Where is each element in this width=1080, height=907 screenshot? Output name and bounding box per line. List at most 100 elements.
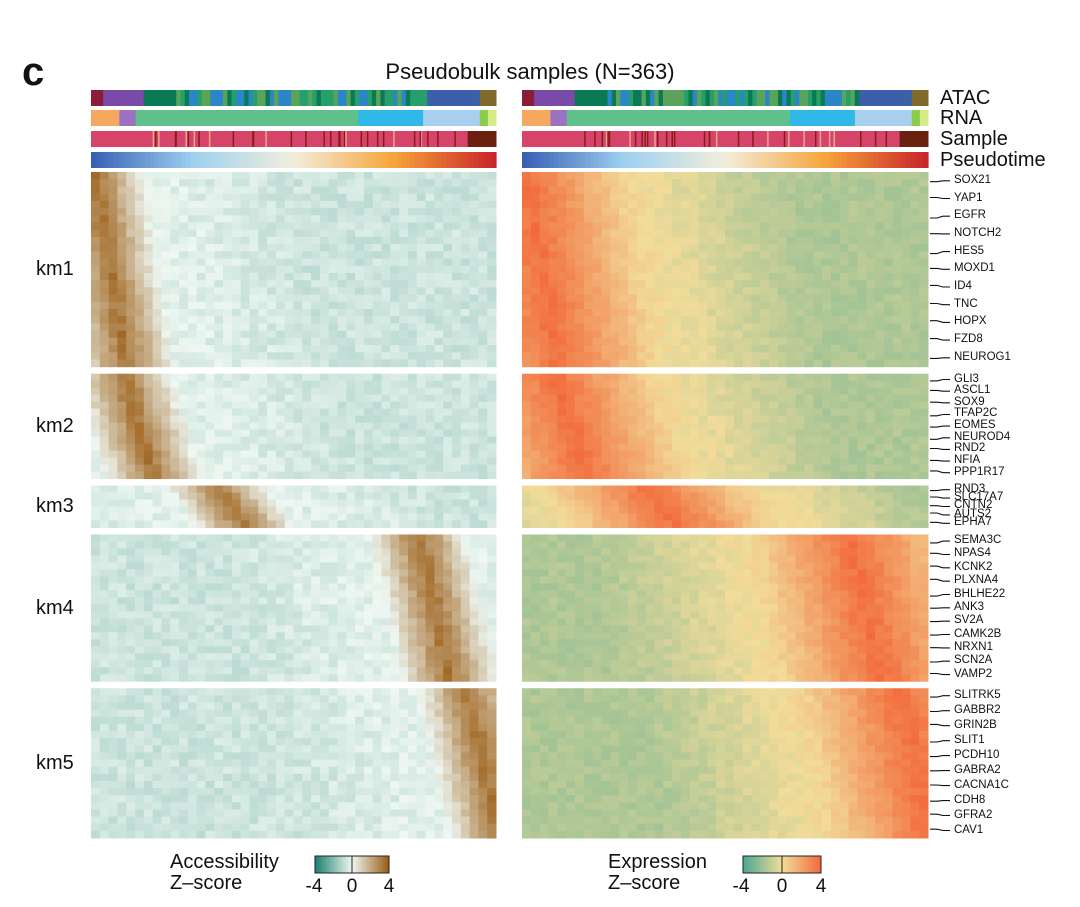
heatmap-cell	[108, 541, 118, 549]
heatmap-cell	[399, 646, 409, 654]
heatmap-cell	[231, 597, 242, 605]
heatmap-cell	[161, 555, 171, 563]
heatmap-cell	[161, 287, 171, 296]
heatmap-cell	[777, 222, 788, 231]
heatmap-cell	[108, 674, 118, 682]
heatmap-cell	[267, 272, 277, 281]
heatmap-cell	[689, 215, 700, 223]
heatmap-cell	[135, 513, 145, 521]
heatmap-cell	[196, 422, 206, 431]
heatmap-cell	[399, 229, 409, 238]
heatmap-cell	[249, 802, 259, 810]
heatmap-cell	[469, 506, 479, 514]
heatmap-cell	[117, 208, 127, 216]
heatmap-cell	[425, 611, 435, 619]
heatmap-cell	[161, 639, 171, 647]
heatmap-cell	[451, 443, 462, 452]
heatmap-cell	[363, 583, 374, 591]
heatmap-cell	[258, 653, 268, 661]
heatmap-cell	[170, 653, 180, 661]
heatmap-cell	[319, 208, 330, 216]
heatmap-cell	[319, 759, 330, 768]
heatmap-cell	[346, 450, 356, 459]
heatmap-cell	[487, 604, 497, 612]
heatmap-cell	[460, 464, 471, 473]
heatmap-cell	[275, 653, 286, 661]
heatmap-cell	[346, 352, 356, 360]
heatmap-cell	[434, 731, 444, 739]
heatmap-cell	[478, 244, 488, 252]
heatmap-cell	[416, 590, 427, 598]
heatmap-cell	[381, 258, 391, 267]
heatmap-cell	[311, 653, 321, 661]
track-cell	[718, 90, 724, 106]
pseudotime-cell	[743, 152, 749, 168]
heatmap-cell	[434, 639, 444, 647]
heatmap-cell	[293, 555, 303, 563]
heatmap-cell	[399, 541, 409, 549]
pseudotime-cell	[235, 152, 241, 168]
heatmap-cell	[249, 667, 259, 675]
heatmap-cell	[689, 200, 700, 209]
heatmap-cell	[381, 265, 391, 274]
heatmap-cell	[337, 660, 347, 668]
track-cell	[303, 90, 309, 106]
heatmap-cell	[478, 541, 488, 549]
heatmap-cell	[99, 422, 110, 431]
heatmap-cell	[293, 222, 303, 231]
heatmap-cell	[583, 215, 594, 223]
heatmap-cell	[187, 193, 198, 202]
heatmap-cell	[275, 506, 286, 514]
heatmap-cell	[293, 773, 303, 782]
heatmap-cell	[399, 597, 409, 605]
heatmap-cell	[179, 688, 189, 696]
heatmap-cell	[460, 323, 471, 332]
heatmap-cell	[346, 802, 356, 810]
pseudotime-cell	[109, 152, 115, 168]
heatmap-cell	[205, 387, 215, 396]
heatmap-cell	[258, 422, 268, 431]
heatmap-cell	[337, 823, 347, 832]
heatmap-cell	[530, 229, 541, 238]
heatmap-cell	[372, 611, 383, 619]
heatmap-cell	[311, 576, 321, 584]
heatmap-cell	[135, 667, 145, 675]
heatmap-cell	[813, 215, 823, 223]
heatmap-cell	[337, 294, 347, 303]
heatmap-cell	[434, 287, 444, 296]
heatmap-cell	[751, 236, 761, 245]
heatmap-cell	[478, 429, 488, 438]
heatmap-cell	[240, 809, 250, 818]
track-cell	[705, 90, 711, 106]
heatmap-cell	[152, 394, 162, 403]
track-cell	[767, 131, 769, 147]
heatmap-cell	[99, 394, 110, 403]
heatmap-cell	[425, 541, 435, 549]
heatmap-cell	[179, 716, 189, 725]
heatmap-cell	[425, 695, 435, 703]
heatmap-cell	[363, 667, 374, 675]
heatmap-cell	[487, 611, 497, 619]
heatmap-cell	[399, 316, 409, 324]
heatmap-cell	[205, 179, 215, 187]
heatmap-cell	[451, 569, 462, 577]
track-cell	[833, 90, 839, 106]
heatmap-cell	[293, 387, 303, 396]
heatmap-cell	[469, 457, 479, 466]
heatmap-cell	[187, 485, 198, 494]
heatmap-cell	[407, 485, 418, 494]
heatmap-cell	[179, 394, 189, 403]
heatmap-cell	[179, 548, 189, 556]
heatmap-cell	[522, 200, 532, 209]
heatmap-cell	[126, 660, 136, 668]
heatmap-cell	[205, 674, 215, 682]
heatmap-cell	[117, 287, 127, 296]
heatmap-cell	[143, 280, 154, 288]
heatmap-cell	[346, 287, 356, 296]
heatmap-cell	[267, 639, 277, 647]
heatmap-cell	[478, 611, 488, 619]
heatmap-cell	[399, 330, 409, 339]
heatmap-cell	[328, 208, 339, 216]
heatmap-cell	[337, 236, 347, 245]
heatmap-cell	[223, 534, 233, 542]
